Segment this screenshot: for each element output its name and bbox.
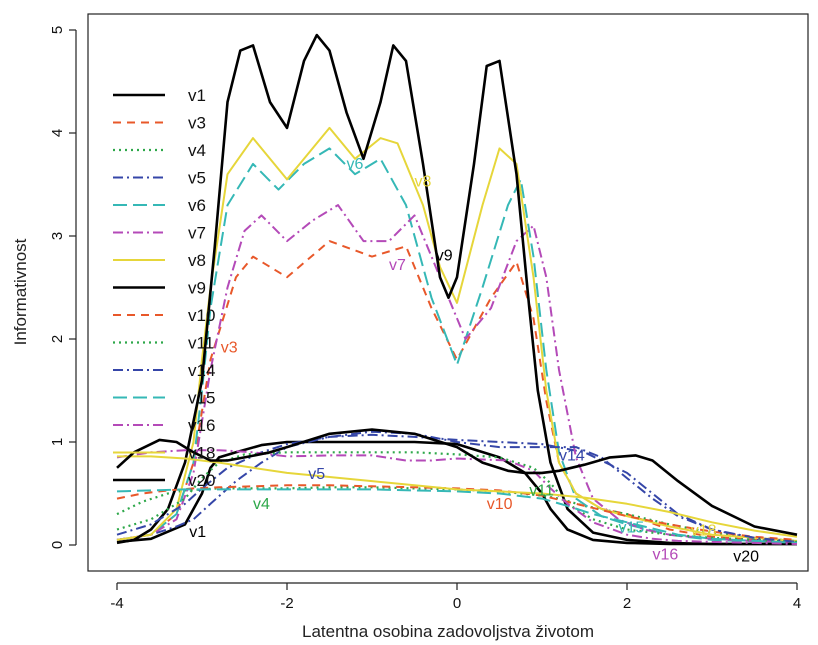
legend-label-v11: v11: [188, 334, 214, 353]
series-lines: [116, 33, 798, 546]
y-tick-label: 2: [49, 335, 66, 343]
y-axis-label: Informativnost: [11, 238, 30, 345]
legend-label-v6: v6: [188, 196, 206, 215]
legend: v1 v3 v4 v5 v6 v7 v8 v9 v10 v11 v14 v15 v16 v18 v20: [113, 86, 215, 490]
series-line-v18: [117, 455, 798, 538]
series-line-v20: [116, 428, 798, 536]
annotation-v8: v8: [415, 174, 432, 191]
annotation-v11: v11: [529, 483, 554, 500]
annotation-v20: v20: [733, 548, 759, 565]
series-line-v1: [116, 440, 797, 546]
legend-label-v1: v1: [188, 86, 206, 105]
legend-label-v4: v4: [188, 141, 206, 160]
x-tick-label: -2: [280, 595, 293, 612]
series-line-v14: [116, 430, 798, 543]
legend-label-v8: v8: [188, 251, 206, 270]
legend-label-v5: v5: [188, 169, 206, 188]
plot-frame: [87, 13, 809, 572]
legend-label-v16: v16: [188, 416, 215, 435]
annotation-v6: v6: [347, 156, 364, 173]
x-tick-label: 0: [453, 595, 461, 612]
legend-label-v3: v3: [188, 114, 206, 133]
legend-label-v15: v15: [188, 389, 215, 408]
annotation-v18: v18: [691, 523, 717, 540]
legend-label-v18: v18: [188, 444, 215, 463]
annotation-v16: v16: [653, 546, 679, 563]
legend-label-v9: v9: [188, 279, 206, 298]
series-line-v16: [116, 449, 798, 545]
x-tick-label: 2: [623, 595, 631, 612]
annotation-v10: v10: [487, 496, 513, 513]
y-tick-label: 0: [49, 541, 66, 549]
x-tick-label: 4: [793, 595, 801, 612]
annotation-v4: v4: [253, 496, 270, 513]
annotation-v1: v1: [189, 524, 206, 541]
series-line-v15: [116, 488, 798, 544]
annotation-v3: v3: [221, 339, 238, 356]
series-line-v10: [116, 484, 798, 541]
annotation-v5: v5: [308, 466, 325, 483]
y-tick-label: 3: [49, 232, 66, 240]
line-annotations: v1 v3 v4 v5 v6 v7 v8 v9 v10 v11 v14 v15 v16 v18 v20: [189, 156, 759, 565]
series-line-v11: [116, 451, 798, 543]
legend-label-v10: v10: [188, 306, 215, 325]
annotation-v7: v7: [389, 257, 406, 274]
x-tick-label: -4: [110, 595, 123, 612]
axes: -4 -2 0 2 4 0 1 2 3 4 5: [49, 26, 801, 612]
annotation-v9: v9: [436, 248, 453, 265]
legend-label-v14: v14: [188, 361, 215, 380]
series-line-v3: [116, 240, 798, 544]
y-tick-label: 5: [49, 26, 66, 34]
y-tick-label: 4: [49, 129, 66, 137]
legend-label-v20: v20: [188, 471, 215, 490]
series-line-v5: [116, 433, 798, 543]
annotation-v14: v14: [559, 448, 585, 465]
legend-label-v7: v7: [188, 224, 206, 243]
annotation-v15: v15: [619, 520, 645, 537]
x-axis-label: Latentna osobina zadovoljstva životom: [302, 622, 594, 641]
y-tick-label: 1: [49, 438, 66, 446]
series-line-v9: [116, 33, 797, 546]
